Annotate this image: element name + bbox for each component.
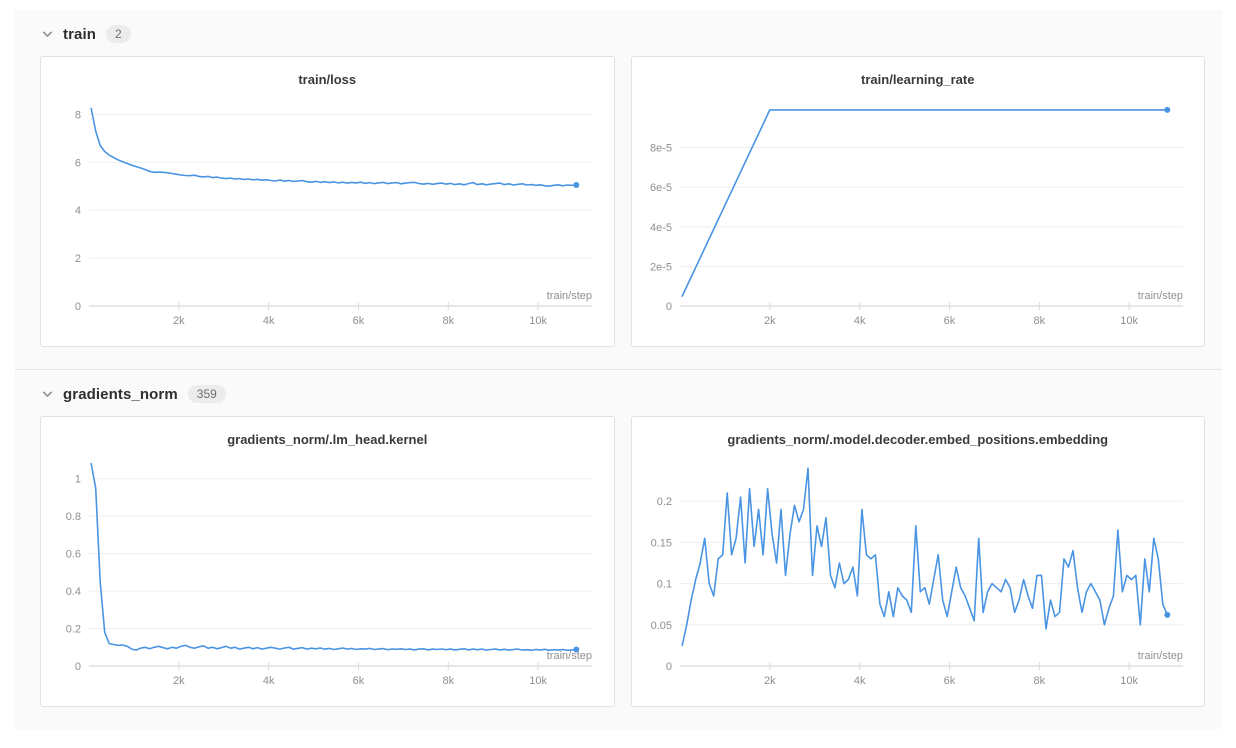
section-gradients-norm-header[interactable]: gradients_norm 359 bbox=[15, 370, 1222, 416]
section-train: train 2 train/loss 0 2 4 6 8 2k 4k 6k 8k 10k train… bbox=[15, 10, 1222, 369]
chart-panel-embed-positions[interactable]: gradients_norm/.model.decoder.embed_posi… bbox=[630, 416, 1205, 707]
svg-text:6k: 6k bbox=[353, 315, 365, 327]
svg-text:8k: 8k bbox=[1033, 675, 1045, 687]
svg-text:8e-5: 8e-5 bbox=[649, 143, 671, 155]
panel-row: train/loss 0 2 4 6 8 2k 4k 6k 8k 10k train/step tr… bbox=[15, 56, 1222, 365]
svg-text:6e-5: 6e-5 bbox=[649, 182, 671, 194]
svg-text:2k: 2k bbox=[173, 315, 185, 327]
svg-text:0.8: 0.8 bbox=[66, 511, 81, 523]
section-title: train bbox=[63, 25, 97, 43]
svg-text:0.6: 0.6 bbox=[66, 549, 81, 561]
chart-title: gradients_norm/.model.decoder.embed_posi… bbox=[727, 432, 1109, 447]
svg-text:4k: 4k bbox=[853, 315, 865, 327]
chevron-down-icon[interactable] bbox=[41, 388, 55, 400]
chart-panel-train-learning-rate[interactable]: train/learning_rate 0 2e-5 4e-5 6e-5 8e-5 2k 4… bbox=[630, 56, 1205, 347]
section-train-header[interactable]: train 2 bbox=[15, 10, 1222, 56]
svg-text:2e-5: 2e-5 bbox=[649, 261, 671, 273]
chart-panel-train-loss[interactable]: train/loss 0 2 4 6 8 2k 4k 6k 8k 10k train/step bbox=[40, 56, 615, 347]
svg-text:4k: 4k bbox=[263, 315, 275, 327]
chart-title: gradients_norm/.lm_head.kernel bbox=[227, 432, 428, 447]
svg-text:8k: 8k bbox=[442, 675, 454, 687]
svg-text:10k: 10k bbox=[529, 675, 547, 687]
svg-text:0: 0 bbox=[665, 301, 671, 313]
svg-text:0.1: 0.1 bbox=[656, 579, 671, 591]
svg-text:2k: 2k bbox=[764, 675, 776, 687]
svg-text:0.15: 0.15 bbox=[650, 537, 671, 549]
panel-workspace: train 2 train/loss 0 2 4 6 8 2k 4k 6k 8k 10k train… bbox=[15, 10, 1222, 729]
svg-text:8k: 8k bbox=[442, 315, 454, 327]
svg-text:4k: 4k bbox=[263, 675, 275, 687]
chevron-down-icon[interactable] bbox=[41, 28, 55, 40]
svg-text:8k: 8k bbox=[1033, 315, 1045, 327]
svg-text:10k: 10k bbox=[529, 315, 547, 327]
svg-text:train/step: train/step bbox=[547, 650, 592, 662]
chart-title: train/learning_rate bbox=[861, 72, 975, 87]
svg-text:0.2: 0.2 bbox=[66, 624, 81, 636]
svg-text:10k: 10k bbox=[1120, 675, 1138, 687]
svg-text:8: 8 bbox=[75, 109, 81, 121]
svg-text:train/step: train/step bbox=[1137, 290, 1182, 302]
svg-text:10k: 10k bbox=[1120, 315, 1138, 327]
svg-text:6: 6 bbox=[75, 157, 81, 169]
svg-text:4k: 4k bbox=[853, 675, 865, 687]
section-title: gradients_norm bbox=[63, 385, 178, 403]
panel-count-badge: 359 bbox=[187, 385, 226, 403]
svg-text:2: 2 bbox=[75, 253, 81, 265]
section-gradients-norm: gradients_norm 359 gradients_norm/.lm_he… bbox=[15, 369, 1222, 729]
svg-text:train/step: train/step bbox=[1137, 650, 1182, 662]
line-chart[interactable]: 0 2e-5 4e-5 6e-5 8e-5 2k 4k 6k 8k 10k train/step bbox=[634, 92, 1203, 342]
line-chart[interactable]: 0 2 4 6 8 2k 4k 6k 8k 10k train/step bbox=[43, 92, 612, 342]
svg-text:4e-5: 4e-5 bbox=[649, 222, 671, 234]
svg-text:0.2: 0.2 bbox=[656, 496, 671, 508]
line-chart[interactable]: 0 0.2 0.4 0.6 0.8 1 2k 4k 6k 8k 10k train/step bbox=[43, 452, 612, 702]
svg-text:1: 1 bbox=[75, 474, 81, 486]
svg-text:6k: 6k bbox=[943, 315, 955, 327]
svg-text:0: 0 bbox=[75, 301, 81, 313]
svg-text:0: 0 bbox=[665, 661, 671, 673]
chart-title: train/loss bbox=[298, 72, 357, 87]
svg-text:2k: 2k bbox=[173, 675, 185, 687]
svg-text:train/step: train/step bbox=[547, 290, 592, 302]
svg-text:4: 4 bbox=[75, 205, 81, 217]
panel-row: gradients_norm/.lm_head.kernel 0 0.2 0.4 0.… bbox=[15, 416, 1222, 725]
panel-count-badge: 2 bbox=[106, 25, 131, 43]
svg-text:0.05: 0.05 bbox=[650, 620, 671, 632]
svg-text:6k: 6k bbox=[353, 675, 365, 687]
line-chart[interactable]: 0 0.05 0.1 0.15 0.2 2k 4k 6k 8k 10k train/step bbox=[634, 452, 1203, 702]
svg-text:0: 0 bbox=[75, 661, 81, 673]
svg-text:2k: 2k bbox=[764, 315, 776, 327]
svg-text:6k: 6k bbox=[943, 675, 955, 687]
svg-text:0.4: 0.4 bbox=[66, 586, 81, 598]
chart-panel-lm-head-kernel[interactable]: gradients_norm/.lm_head.kernel 0 0.2 0.4 0.… bbox=[40, 416, 615, 707]
